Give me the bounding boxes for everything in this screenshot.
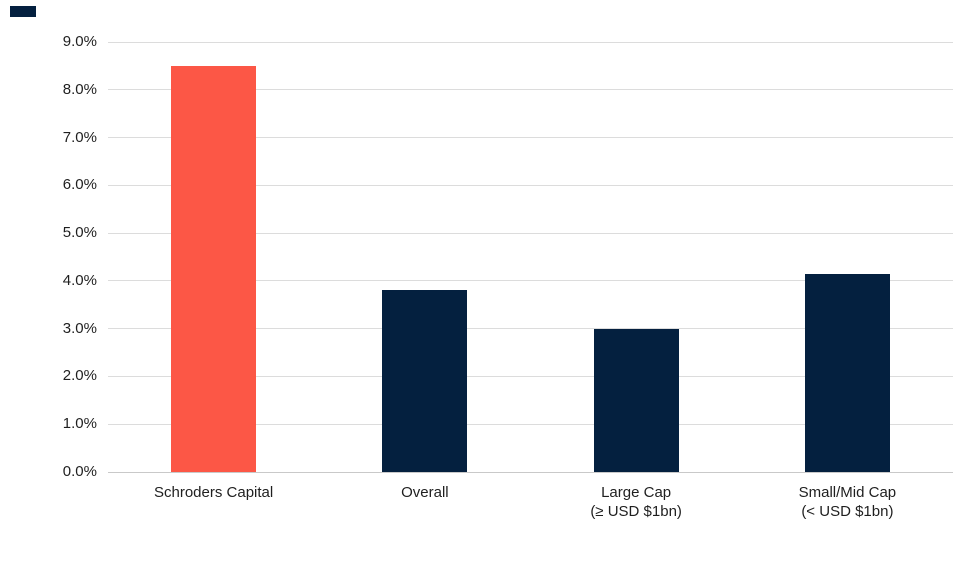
y-axis-tick-label: 8.0% <box>62 80 97 98</box>
category-label-line: Overall <box>401 484 449 501</box>
y-axis-tick-label: 7.0% <box>62 128 97 146</box>
gridline <box>108 328 953 330</box>
y-axis-tick-label: 6.0% <box>62 176 97 194</box>
gridline <box>108 423 953 425</box>
gridline <box>108 137 953 139</box>
x-axis-line <box>108 471 953 473</box>
y-axis-tick-label: 5.0% <box>62 224 97 242</box>
gridline <box>108 89 953 91</box>
bar-schroders-capital <box>171 65 257 472</box>
category-label-line: (≥ USD $1bn) <box>590 503 682 520</box>
gridline <box>108 280 953 282</box>
gridline <box>108 375 953 377</box>
category-label-line: (< USD $1bn) <box>801 503 894 520</box>
y-axis-tick-label: 1.0% <box>62 415 97 433</box>
gridline <box>108 184 953 186</box>
y-axis-tick-label: 2.0% <box>62 367 97 385</box>
bar-large-cap <box>593 328 679 472</box>
y-axis-tick-label: 0.0% <box>62 463 97 480</box>
top-left-mark <box>10 6 36 17</box>
category-label-line: Large Cap <box>601 484 672 501</box>
x-axis-category-label: Small/Mid Cap (< USD $1bn) <box>742 483 953 521</box>
category-label-line: Schroders Capital <box>154 484 274 501</box>
category-label-line: Small/Mid Cap <box>798 484 897 501</box>
gridline <box>108 41 953 43</box>
bar-small-mid-cap <box>804 273 890 472</box>
x-axis-category-label: Schroders Capital <box>108 483 319 502</box>
x-axis-category-label: Large Cap (≥ USD $1bn) <box>531 483 742 521</box>
y-axis-tick-label: 9.0% <box>62 33 97 50</box>
y-axis-tick-label: 3.0% <box>62 319 97 337</box>
x-axis-category-label: Overall <box>319 483 530 502</box>
bar-overall <box>382 290 468 472</box>
y-axis-tick-label: 4.0% <box>62 271 97 289</box>
gridline <box>108 232 953 234</box>
